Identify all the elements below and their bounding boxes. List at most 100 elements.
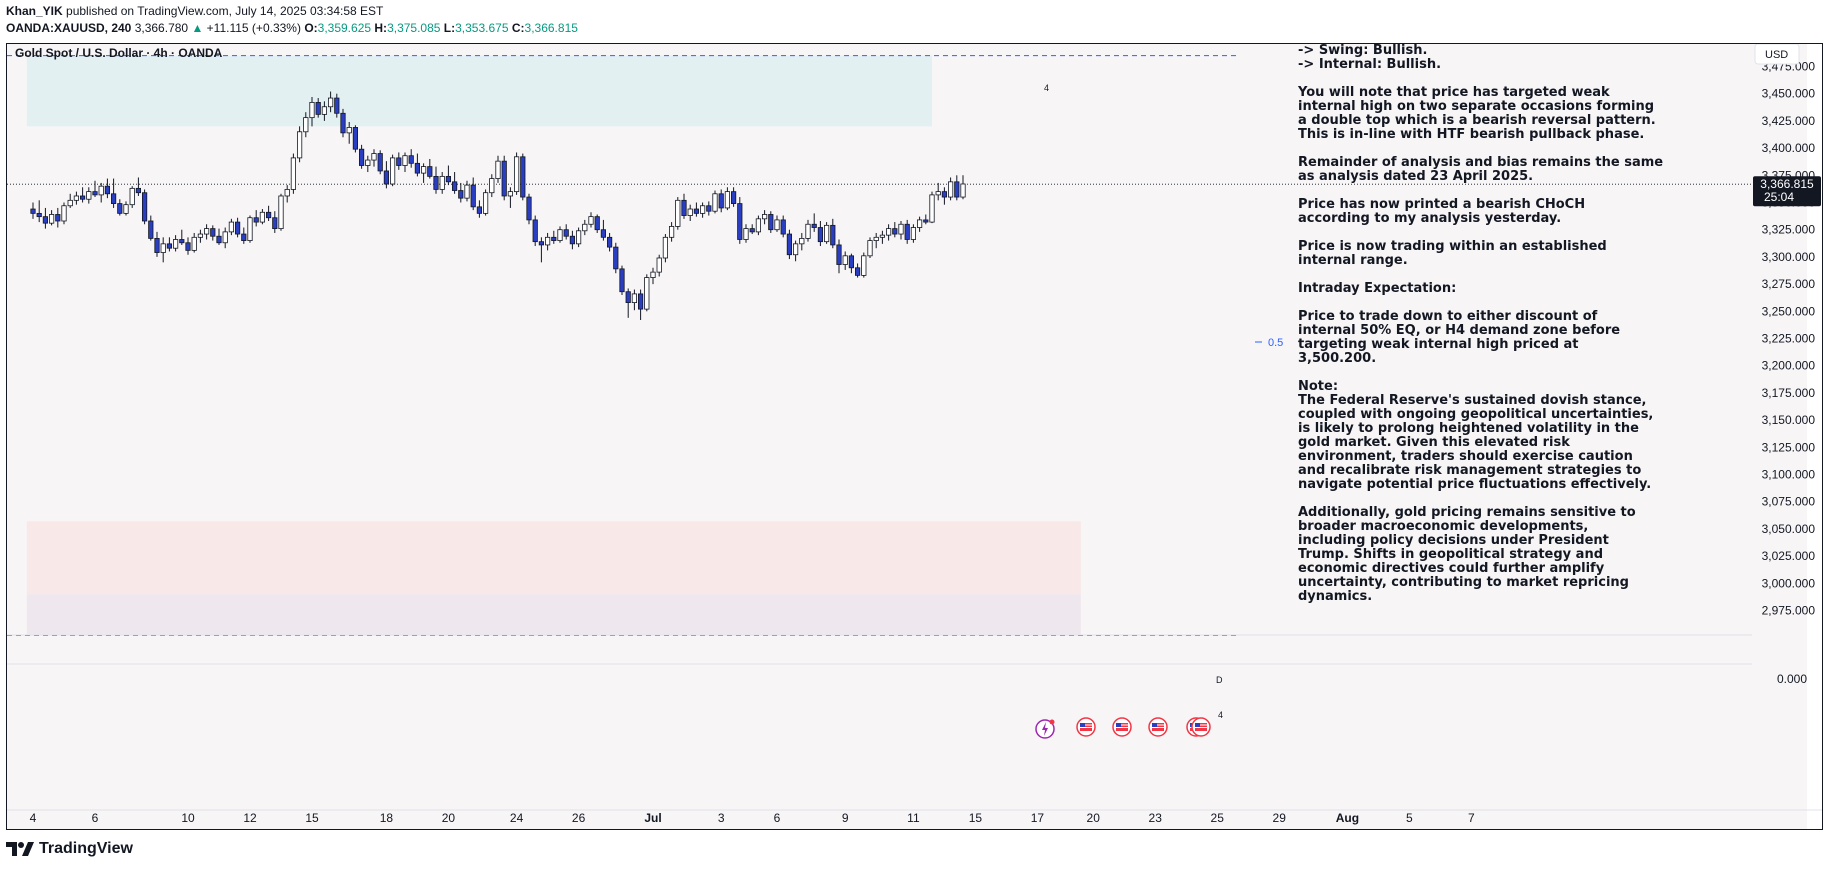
tradingview-logo[interactable]: TradingView: [6, 840, 133, 858]
candle[interactable]: [830, 218, 836, 249]
candle[interactable]: [154, 231, 160, 257]
candle[interactable]: [954, 175, 960, 201]
candle[interactable]: [278, 193, 284, 231]
candle[interactable]: [296, 126, 303, 163]
candle[interactable]: [607, 232, 613, 252]
candle[interactable]: [321, 101, 328, 121]
candle[interactable]: [117, 199, 123, 216]
author-name[interactable]: Khan_YIK: [6, 4, 63, 18]
candle[interactable]: [563, 224, 569, 240]
candle[interactable]: [842, 251, 848, 270]
candle[interactable]: [706, 201, 712, 216]
candle[interactable]: [482, 189, 489, 216]
candle[interactable]: [917, 216, 923, 232]
candle[interactable]: [241, 227, 247, 244]
candle[interactable]: [197, 229, 203, 243]
candle[interactable]: [470, 177, 476, 211]
candle[interactable]: [42, 207, 49, 229]
candle[interactable]: [855, 263, 861, 278]
candle[interactable]: [687, 204, 693, 221]
candle[interactable]: [111, 178, 117, 208]
us-flag-event-icon[interactable]: [1112, 717, 1132, 737]
candle[interactable]: [619, 265, 625, 295]
candle[interactable]: [576, 227, 582, 248]
candle[interactable]: [625, 288, 631, 318]
candle[interactable]: [867, 237, 873, 258]
us-flag-event-icon[interactable]: [1148, 717, 1168, 737]
candle[interactable]: [545, 232, 551, 251]
candle[interactable]: [861, 252, 867, 278]
candle[interactable]: [799, 232, 805, 251]
candle[interactable]: [86, 187, 92, 204]
candle[interactable]: [755, 215, 762, 236]
candle[interactable]: [451, 172, 458, 194]
candle[interactable]: [179, 229, 185, 245]
candle[interactable]: [724, 187, 731, 211]
candle[interactable]: [613, 242, 619, 274]
price-chart[interactable]: 3,475.0003,450.0003,425.0003,400.0003,37…: [7, 44, 1822, 829]
candle[interactable]: [743, 224, 749, 243]
candle[interactable]: [365, 155, 371, 173]
candle[interactable]: [786, 229, 793, 260]
candle[interactable]: [495, 155, 501, 183]
candle[interactable]: [303, 112, 309, 138]
candle[interactable]: [185, 237, 191, 255]
candle[interactable]: [98, 182, 104, 203]
candle[interactable]: [749, 224, 755, 235]
candle[interactable]: [129, 186, 135, 208]
candle[interactable]: [427, 158, 433, 179]
candle[interactable]: [513, 152, 520, 195]
candle[interactable]: [476, 200, 483, 218]
candle[interactable]: [445, 165, 452, 186]
candle[interactable]: [92, 180, 98, 198]
candle[interactable]: [166, 237, 172, 252]
candle[interactable]: [768, 211, 774, 233]
candle[interactable]: [216, 228, 222, 245]
candle[interactable]: [569, 230, 576, 250]
candle[interactable]: [700, 202, 706, 218]
candle[interactable]: [737, 197, 743, 244]
candle[interactable]: [681, 193, 687, 219]
candle[interactable]: [464, 180, 470, 202]
candle[interactable]: [334, 93, 340, 118]
candle[interactable]: [309, 96, 315, 127]
candle[interactable]: [253, 210, 259, 227]
event-icons[interactable]: [1035, 717, 1211, 739]
time-axis[interactable]: 4 6 10 12 15 18 20 24 26 Jul 3 6 9 11 15 17 20 23 25 29 Aug 5…: [7, 809, 1822, 825]
candle[interactable]: [675, 197, 681, 230]
candle[interactable]: [439, 172, 445, 194]
candle[interactable]: [824, 222, 830, 244]
candle[interactable]: [780, 215, 786, 238]
candle[interactable]: [712, 190, 718, 214]
candle[interactable]: [80, 187, 86, 203]
candle[interactable]: [656, 254, 662, 277]
us-flag-event-icon[interactable]: [1076, 717, 1096, 737]
candle[interactable]: [222, 227, 228, 249]
candle[interactable]: [346, 121, 352, 144]
candle[interactable]: [762, 210, 768, 225]
candle[interactable]: [30, 202, 36, 219]
candle[interactable]: [371, 149, 377, 167]
candle[interactable]: [873, 232, 879, 249]
candle[interactable]: [892, 222, 898, 238]
candle[interactable]: [340, 108, 346, 138]
candle[interactable]: [551, 230, 557, 244]
candle[interactable]: [693, 202, 700, 217]
candle[interactable]: [879, 230, 886, 244]
candle[interactable]: [520, 153, 526, 201]
earnings-event-icon[interactable]: [1035, 719, 1055, 739]
candle[interactable]: [247, 215, 253, 243]
candle[interactable]: [259, 209, 265, 225]
candle[interactable]: [538, 237, 545, 263]
candle[interactable]: [644, 274, 650, 312]
candle[interactable]: [805, 219, 811, 242]
candle[interactable]: [811, 213, 817, 232]
candles-layer[interactable]: [30, 91, 966, 321]
candle[interactable]: [793, 240, 799, 262]
candle[interactable]: [61, 202, 67, 225]
candle[interactable]: [228, 218, 234, 236]
candle[interactable]: [389, 154, 396, 187]
candle[interactable]: [290, 153, 297, 194]
candle[interactable]: [817, 220, 824, 247]
candle[interactable]: [104, 178, 110, 199]
